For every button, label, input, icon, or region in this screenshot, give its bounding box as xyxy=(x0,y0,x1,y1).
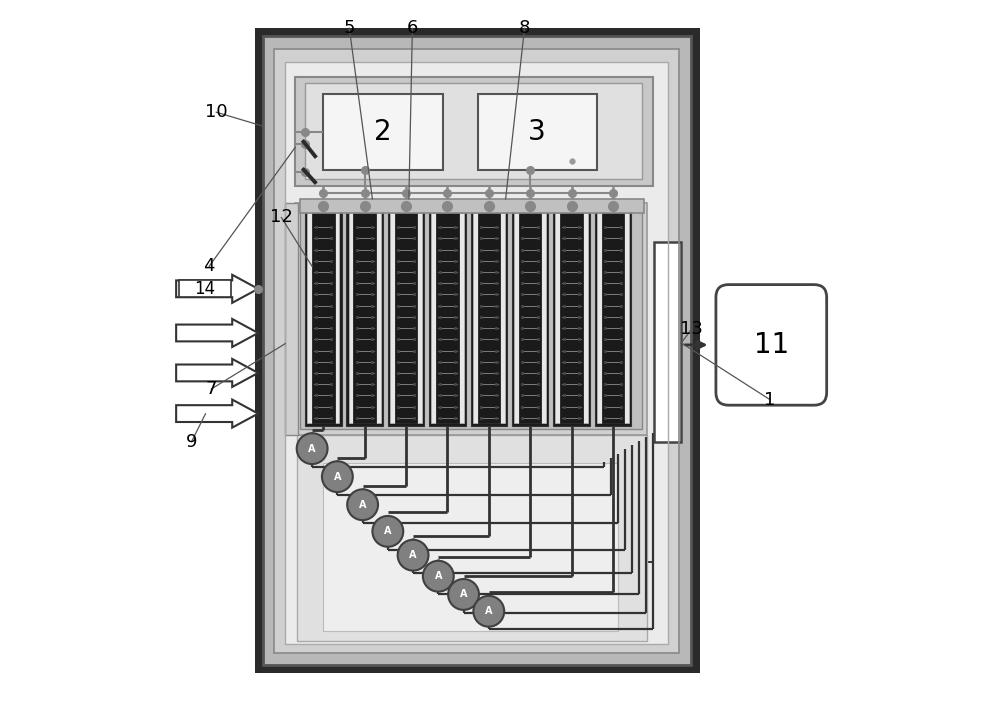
Text: A: A xyxy=(359,500,366,510)
Circle shape xyxy=(322,461,353,492)
Text: 6: 6 xyxy=(407,19,418,37)
Text: A: A xyxy=(308,444,316,454)
Circle shape xyxy=(398,540,428,571)
Polygon shape xyxy=(176,319,258,347)
Circle shape xyxy=(347,489,378,520)
Polygon shape xyxy=(176,275,258,303)
Bar xyxy=(285,203,298,435)
Text: 8: 8 xyxy=(519,19,530,37)
Bar xyxy=(295,203,647,435)
Bar xyxy=(297,435,647,641)
Bar xyxy=(395,213,417,423)
Bar xyxy=(471,210,507,426)
Bar xyxy=(274,49,679,653)
Bar xyxy=(514,213,546,423)
Bar xyxy=(295,77,653,186)
Bar xyxy=(349,213,381,423)
Text: 4: 4 xyxy=(203,257,215,275)
Text: 11: 11 xyxy=(754,331,789,359)
Text: 14: 14 xyxy=(194,280,215,298)
Bar xyxy=(654,242,681,442)
Bar xyxy=(519,213,541,423)
Bar xyxy=(353,213,376,423)
Bar xyxy=(255,28,700,673)
Text: A: A xyxy=(384,526,392,536)
Circle shape xyxy=(448,579,479,610)
Text: 1: 1 xyxy=(764,390,776,409)
Text: A: A xyxy=(409,550,417,560)
Text: 10: 10 xyxy=(205,103,227,121)
Bar xyxy=(179,280,231,297)
Bar xyxy=(323,94,443,170)
Text: 12: 12 xyxy=(270,208,293,226)
FancyBboxPatch shape xyxy=(716,285,827,405)
Text: 5: 5 xyxy=(344,19,355,37)
Text: A: A xyxy=(435,571,442,581)
Bar xyxy=(478,213,500,423)
Circle shape xyxy=(372,516,403,547)
Bar xyxy=(388,210,424,426)
Text: A: A xyxy=(334,472,341,482)
Circle shape xyxy=(423,561,454,592)
Bar xyxy=(436,213,459,423)
Bar xyxy=(553,210,590,426)
Text: 2: 2 xyxy=(374,118,392,146)
Bar xyxy=(323,463,618,631)
Bar xyxy=(429,210,466,426)
Polygon shape xyxy=(176,359,258,387)
Bar xyxy=(595,210,631,426)
Text: 9: 9 xyxy=(186,433,197,451)
Bar xyxy=(473,213,505,423)
Text: A: A xyxy=(460,590,467,599)
Bar xyxy=(263,36,691,665)
Bar xyxy=(300,208,642,429)
Bar xyxy=(431,213,464,423)
Bar xyxy=(263,36,691,665)
Circle shape xyxy=(473,596,504,627)
Text: 3: 3 xyxy=(528,118,546,146)
Bar xyxy=(346,210,383,426)
Text: A: A xyxy=(485,606,493,616)
Bar xyxy=(285,62,668,644)
Bar xyxy=(555,213,588,423)
Bar xyxy=(274,49,679,653)
Bar xyxy=(390,213,422,423)
Bar xyxy=(285,62,668,644)
Circle shape xyxy=(297,433,328,464)
Bar xyxy=(300,199,644,213)
Text: 7: 7 xyxy=(205,380,217,398)
Bar xyxy=(305,210,342,426)
Polygon shape xyxy=(176,400,258,428)
Bar xyxy=(478,94,597,170)
Bar xyxy=(512,210,548,426)
Text: 13: 13 xyxy=(680,320,703,339)
Bar xyxy=(602,213,624,423)
Bar xyxy=(597,213,629,423)
Bar xyxy=(312,213,335,423)
Bar xyxy=(305,83,642,179)
Bar xyxy=(560,213,583,423)
Bar xyxy=(307,213,339,423)
